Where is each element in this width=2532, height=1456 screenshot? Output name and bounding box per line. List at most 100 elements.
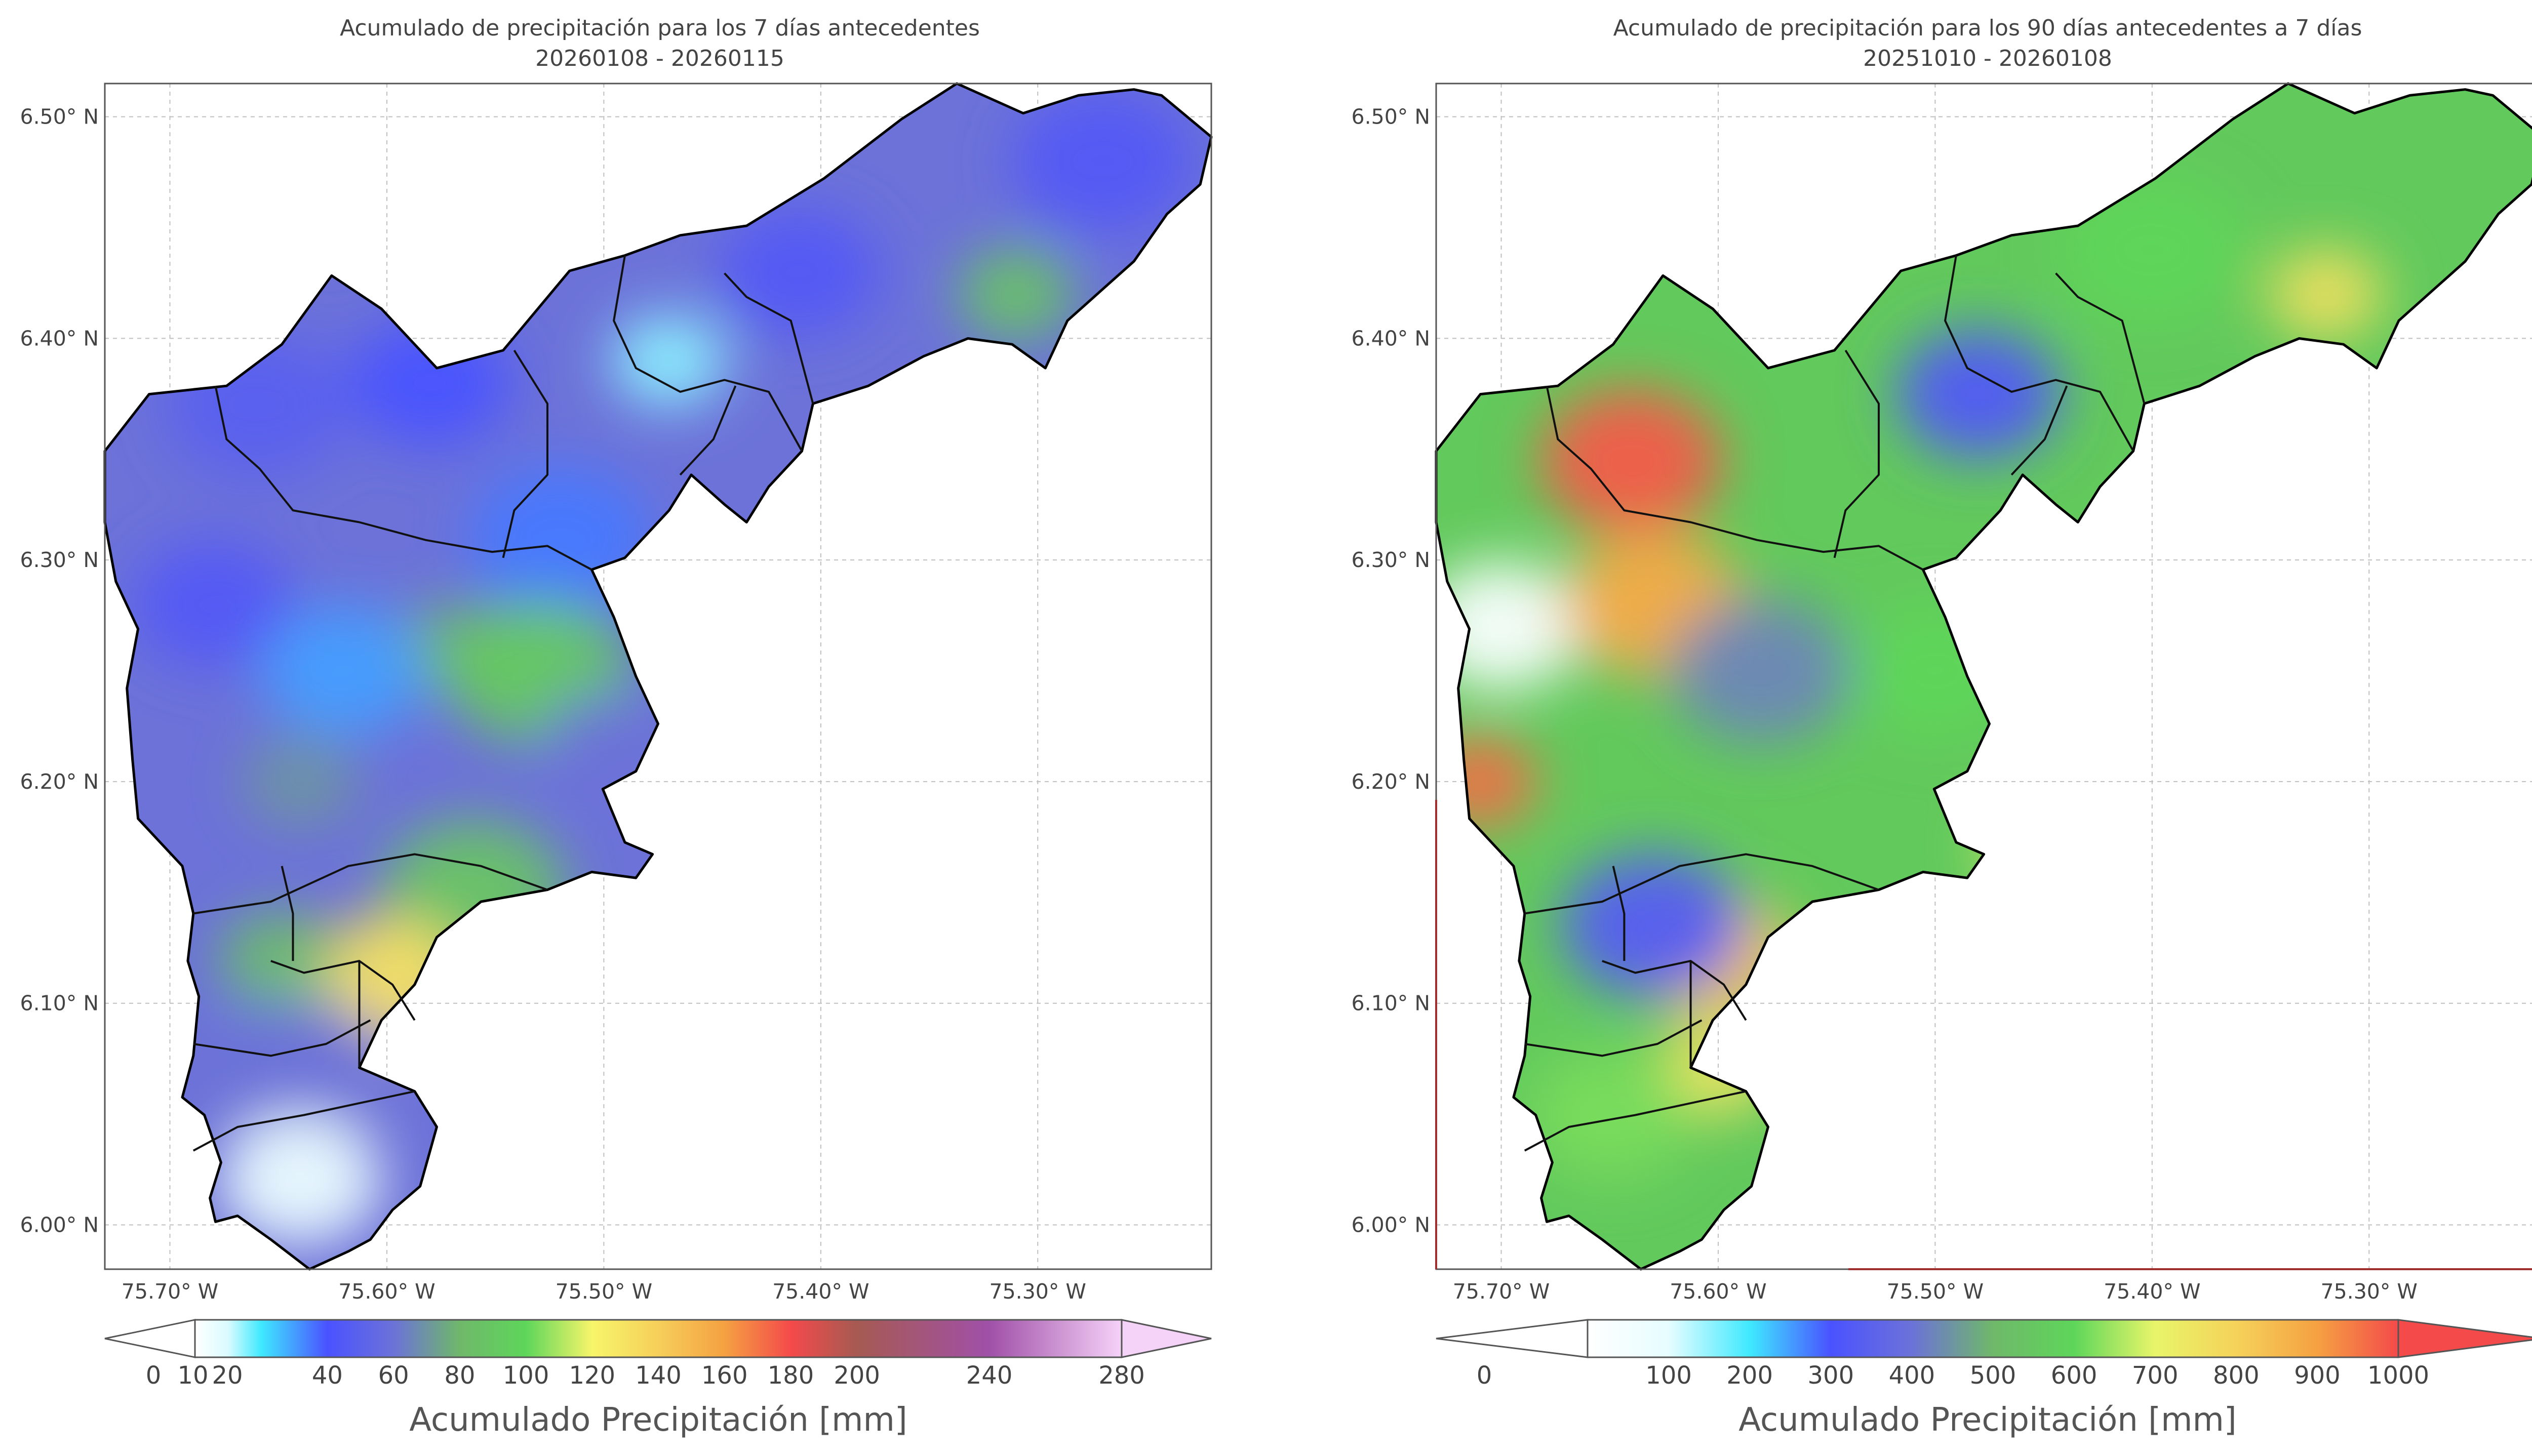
x-tick-label: 75.40° W	[772, 1279, 869, 1304]
municipality-border	[502, 349, 548, 558]
municipality-border	[1833, 349, 1880, 558]
left-colorbar: 0 10 20 40 60 80 100 120 140 160 180 200 240 280 Acum…	[104, 1319, 1212, 1439]
municipality-border	[214, 385, 592, 571]
right-title-line2: 20251010 - 20260108	[1863, 46, 2112, 71]
colorbar-tick-label: 100	[503, 1361, 549, 1390]
right-title-line1: Acumulado de precipitación para los 90 d…	[1613, 15, 2362, 41]
y-tick-label: 6.50° N	[1352, 105, 1431, 129]
precip-value-blob	[1011, 89, 1195, 233]
precip-value-blob	[348, 318, 512, 448]
left-colorbar-ticks: 0 10 20 40 60 80 100 120 140 160 180 200 240 280	[146, 1361, 1145, 1390]
x-tick-label: 75.30° W	[990, 1279, 1086, 1304]
left-y-ticks: 6.00° N 6.10° N 6.20° N 6.30° N 6.40° N 6.50°…	[20, 105, 99, 1237]
municipality-border	[1524, 1090, 1747, 1152]
precip-value-blob	[165, 333, 348, 477]
right-y-ticks: 6.00° N 6.10° N 6.20° N 6.30° N 6.40° N 6.50°…	[1352, 105, 1431, 1237]
y-tick-label: 6.30° N	[1352, 548, 1431, 572]
right-municipality-borders	[1524, 255, 2146, 1152]
precip-value-blob	[1986, 802, 2102, 894]
precip-value-blob	[242, 736, 358, 827]
colorbar-tick-label: 200	[1726, 1361, 1773, 1390]
x-tick-label: 75.50° W	[556, 1279, 652, 1304]
municipality-border	[2010, 385, 2068, 476]
precip-value-blob	[261, 606, 425, 736]
left-x-ticks: 75.70° W 75.60° W 75.50° W 75.40° W 75.30° W	[122, 1279, 1086, 1304]
x-tick-label: 75.70° W	[122, 1279, 218, 1304]
y-tick-label: 6.20° N	[1352, 770, 1431, 794]
y-tick-label: 6.20° N	[20, 770, 99, 794]
municipality-border	[193, 1019, 371, 1057]
municipality-border	[193, 853, 548, 915]
colorbar-tick-label: 120	[569, 1361, 615, 1390]
left-colorbar-under-arrow	[104, 1319, 196, 1358]
precip-value-blob	[1540, 388, 1723, 533]
x-tick-label: 75.60° W	[338, 1279, 435, 1304]
precip-value-blob	[1528, 1049, 1692, 1179]
municipality-border	[1524, 853, 1879, 915]
precip-value-blob	[611, 315, 727, 407]
precip-value-blob	[2268, 248, 2384, 340]
colorbar-tick-label: 1000	[2367, 1361, 2429, 1390]
precip-value-blob	[220, 913, 336, 1005]
y-tick-label: 6.10° N	[20, 991, 99, 1016]
left-colorbar-bar	[194, 1319, 1123, 1358]
y-tick-label: 6.40° N	[1352, 326, 1431, 350]
left-colorbar-label: Acumulado Precipitación [mm]	[409, 1401, 907, 1439]
colorbar-tick-label: 500	[1970, 1361, 2016, 1390]
y-tick-label: 6.40° N	[20, 326, 99, 350]
right-region-outline	[1435, 82, 2532, 1271]
precip-value-blob	[546, 692, 662, 783]
y-tick-label: 6.10° N	[1352, 991, 1431, 1016]
colorbar-tick-label: 280	[1098, 1361, 1145, 1390]
colorbar-tick-label: 0	[1477, 1361, 1492, 1390]
colorbar-tick-label: 60	[378, 1361, 409, 1390]
right-colorbar-over-arrow	[2397, 1319, 2532, 1358]
right-colorbar-under-arrow	[1436, 1319, 1589, 1358]
municipality-border	[1944, 255, 2134, 452]
colorbar-tick-label: 160	[701, 1361, 748, 1390]
precip-value-blob	[2061, 177, 2244, 322]
left-axes-frame	[104, 83, 1212, 1270]
colorbar-tick-label: 200	[834, 1361, 880, 1390]
left-colorbar-over-arrow	[1121, 1319, 1212, 1358]
y-tick-label: 6.50° N	[20, 105, 99, 129]
colorbar-tick-label: 600	[2051, 1361, 2098, 1390]
left-precip-field	[105, 84, 1211, 1269]
precip-value-blob	[958, 248, 1074, 340]
right-colorbar: 0 100 200 300 400 500 600 700 800 900 1000 Acumula…	[1436, 1319, 2532, 1439]
municipality-border	[2055, 272, 2146, 404]
y-tick-label: 6.30° N	[20, 548, 99, 572]
colorbar-tick-label: 100	[1645, 1361, 1692, 1390]
right-map-panel: Acumulado de precipitación para los 90 d…	[1352, 15, 2532, 1439]
municipality-border	[281, 866, 294, 961]
municipality-border	[192, 1090, 415, 1152]
precip-value-blob	[1436, 562, 1583, 691]
precip-value-blob	[1896, 329, 2061, 459]
right-precip-field	[1436, 84, 2532, 1269]
y-tick-label: 6.00° N	[20, 1212, 99, 1237]
colorbar-tick-label: 900	[2294, 1361, 2341, 1390]
x-tick-label: 75.30° W	[2321, 1279, 2418, 1304]
municipality-border	[679, 385, 737, 476]
colorbar-tick-label: 20	[212, 1361, 243, 1390]
precip-value-blob	[1561, 854, 1745, 998]
municipality-border	[1524, 1019, 1703, 1057]
colorbar-tick-label: 0	[146, 1361, 162, 1390]
municipality-border	[724, 272, 814, 404]
colorbar-tick-label: 40	[312, 1361, 343, 1390]
colorbar-tick-label: 140	[635, 1361, 682, 1390]
x-tick-label: 75.50° W	[1887, 1279, 1984, 1304]
x-tick-label: 75.40° W	[2104, 1279, 2200, 1304]
colorbar-tick-label: 800	[2213, 1361, 2260, 1390]
precip-value-blob	[469, 465, 652, 610]
precip-value-blob	[218, 1116, 382, 1245]
colorbar-tick-label: 240	[966, 1361, 1013, 1390]
left-region-outline	[103, 82, 1213, 1271]
y-tick-label: 6.00° N	[1352, 1212, 1431, 1237]
precip-value-blob	[1670, 598, 1853, 743]
colorbar-tick-label: 700	[2132, 1361, 2179, 1390]
left-title-line1: Acumulado de precipitación para los 7 dí…	[340, 15, 980, 41]
colorbar-tick-label: 180	[768, 1361, 814, 1390]
colorbar-tick-label: 80	[444, 1361, 475, 1390]
